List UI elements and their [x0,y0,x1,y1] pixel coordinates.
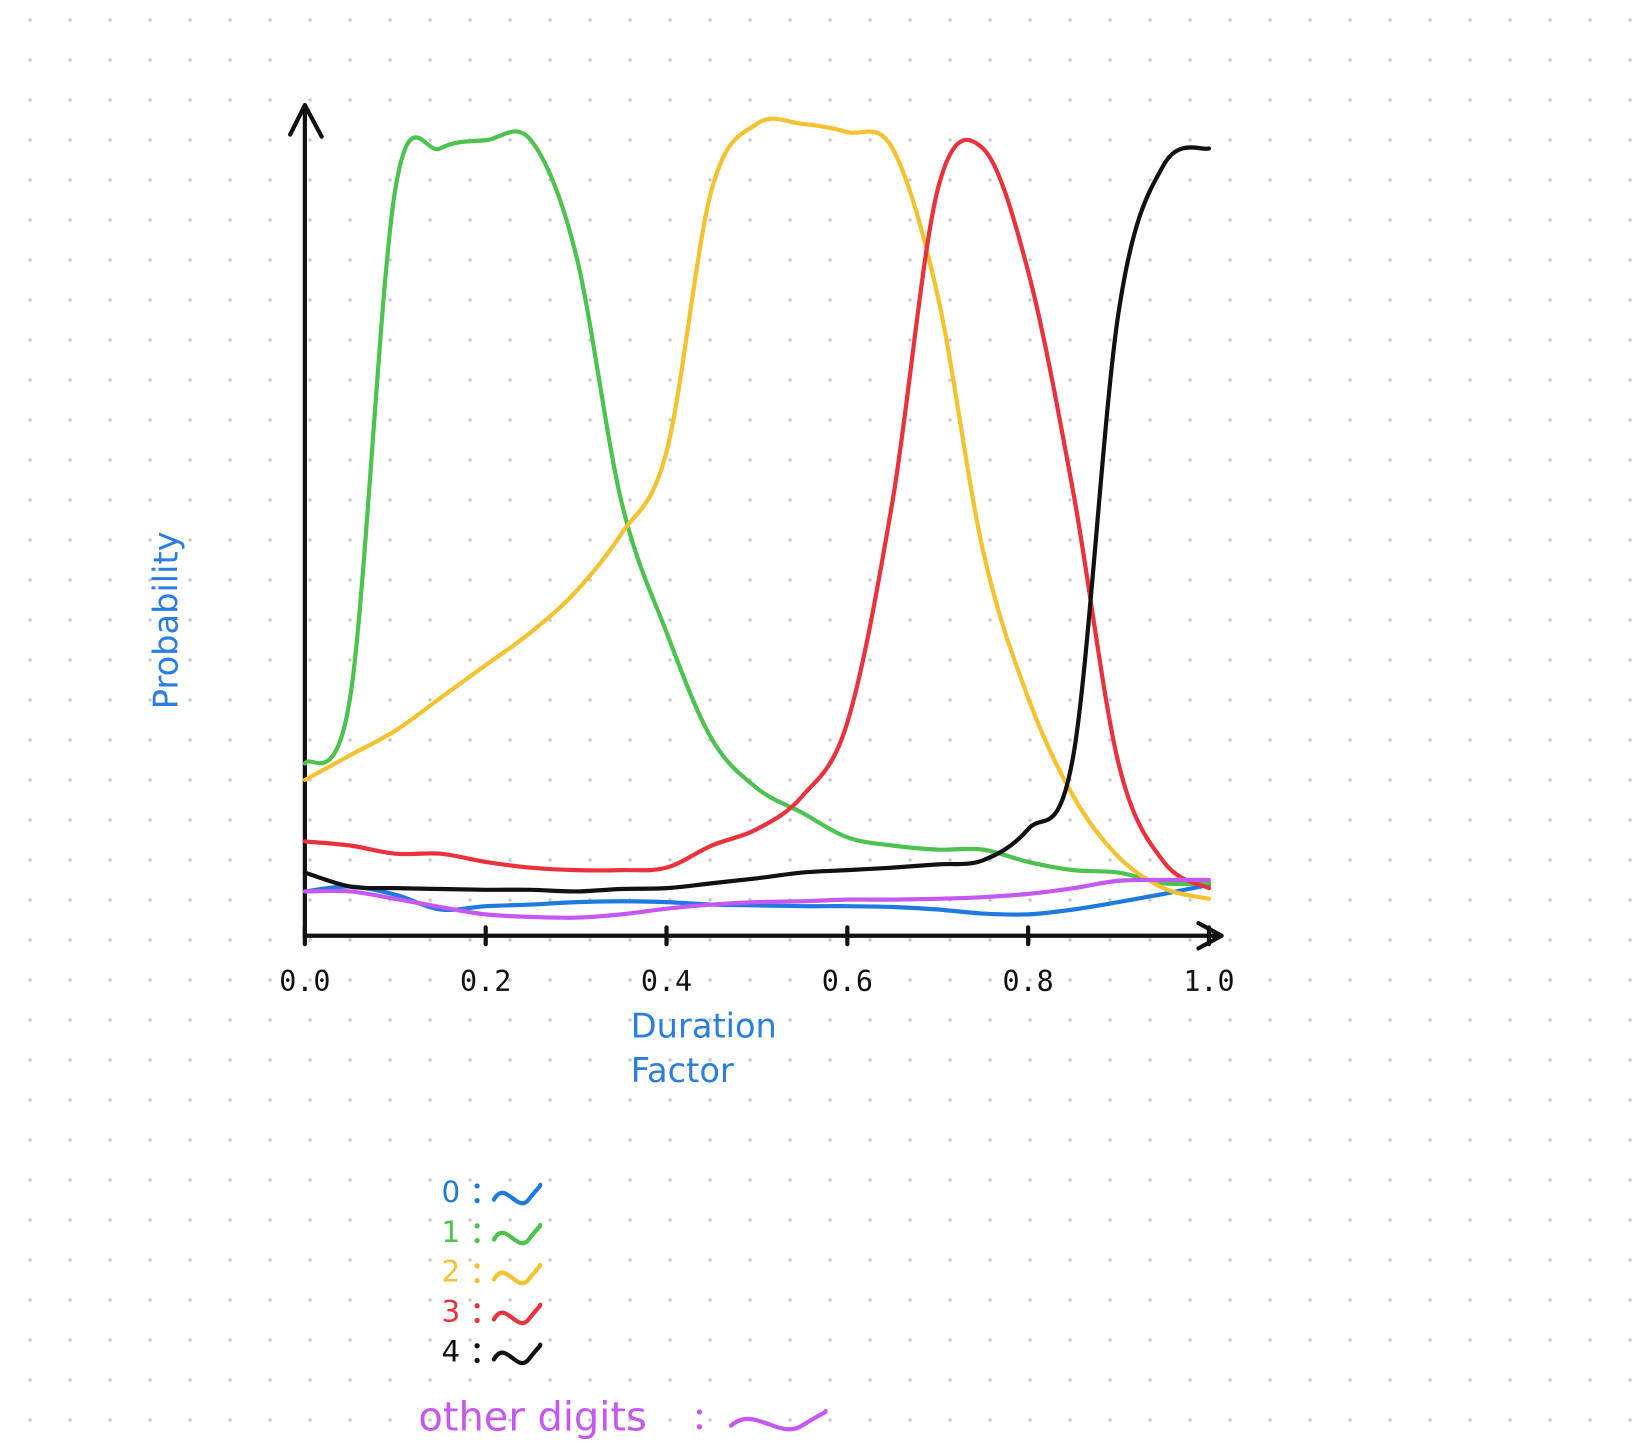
series-line [302,145,1212,894]
x-tick-label: 0.0 [279,965,330,998]
legend-label: other digits [418,1394,646,1440]
legend-colon-dot [474,1223,480,1229]
legend-label: 3 [442,1295,461,1329]
y-axis-label: Probability [147,531,186,709]
legend-swatch [491,1302,543,1326]
series-line [302,116,1212,901]
legend-colon-dot [474,1183,480,1189]
x-tick-label: 0.6 [822,965,873,998]
legend-colon-dot [696,1409,703,1415]
x-tick-label: 0.8 [1003,965,1054,998]
legend-swatch [491,1182,543,1206]
legend-colon-dot [474,1277,480,1284]
x-tick-label: 1.0 [1183,965,1234,998]
legend-colon-dot [474,1317,480,1324]
legend-label: 0 [442,1175,461,1209]
series-line [302,129,1212,887]
legend-colon-dot [474,1237,480,1244]
x-axis-arrow [1196,921,1224,951]
legend-colon-dot [474,1263,480,1269]
legend-label: 1 [442,1215,461,1249]
series-line [302,877,1212,920]
legend-label: 4 [442,1335,461,1369]
legend: 0 1 2 3 4 other digits [418,1175,828,1440]
x-axis-label-box: Duration Factor [630,1006,777,1091]
legend-colon-dot [474,1357,480,1364]
x-axis-label: Duration Factor [630,1006,777,1091]
legend-colon-dot [474,1343,480,1349]
x-tick-label: 0.4 [641,965,692,998]
legend-swatch [491,1222,543,1246]
x-tick-label: 0.2 [460,965,511,998]
legend-colon-dot [474,1198,480,1204]
legend-swatch [491,1262,543,1286]
y-axis-arrow [288,103,324,139]
series-line [302,137,1212,891]
legend-swatch [728,1408,828,1432]
legend-colon-dot [696,1424,703,1430]
legend-swatch [491,1342,543,1366]
axes [288,103,1224,951]
legend-label: 2 [442,1255,461,1289]
legend-colon-dot [474,1303,480,1309]
